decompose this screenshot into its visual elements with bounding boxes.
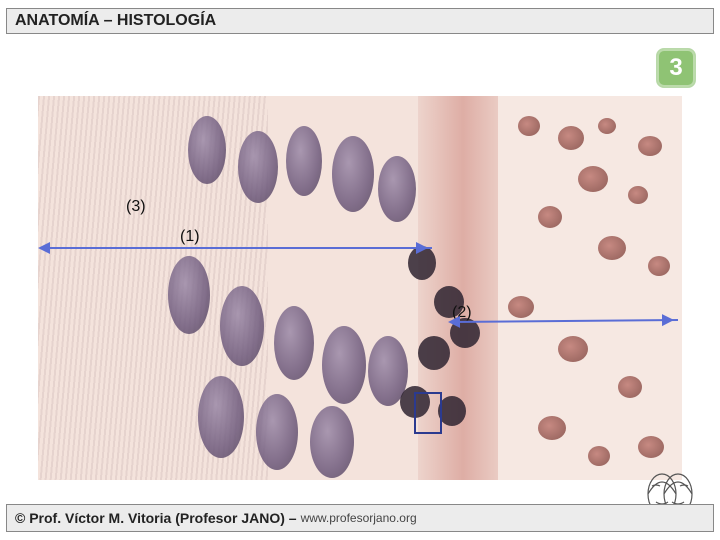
histology-image [38,96,682,480]
header-bar: ANATOMÍA – HISTOLOGÍA [6,8,714,34]
rect-marker [414,392,442,434]
annotation-label-2: (2) [452,304,472,322]
slide-number: 3 [669,54,682,82]
slide-number-badge: 3 [656,48,696,88]
footer-url: www.profesorjano.org [301,511,417,525]
annotation-label-1: (1) [180,228,200,246]
annotation-label-3: (3) [126,198,146,216]
page-title: ANATOMÍA – HISTOLOGÍA [15,12,216,30]
footer-bar: © Prof. Víctor M. Vitoria (Profesor JANO… [6,504,714,532]
footer-author: © Prof. Víctor M. Vitoria (Profesor JANO… [15,510,297,526]
